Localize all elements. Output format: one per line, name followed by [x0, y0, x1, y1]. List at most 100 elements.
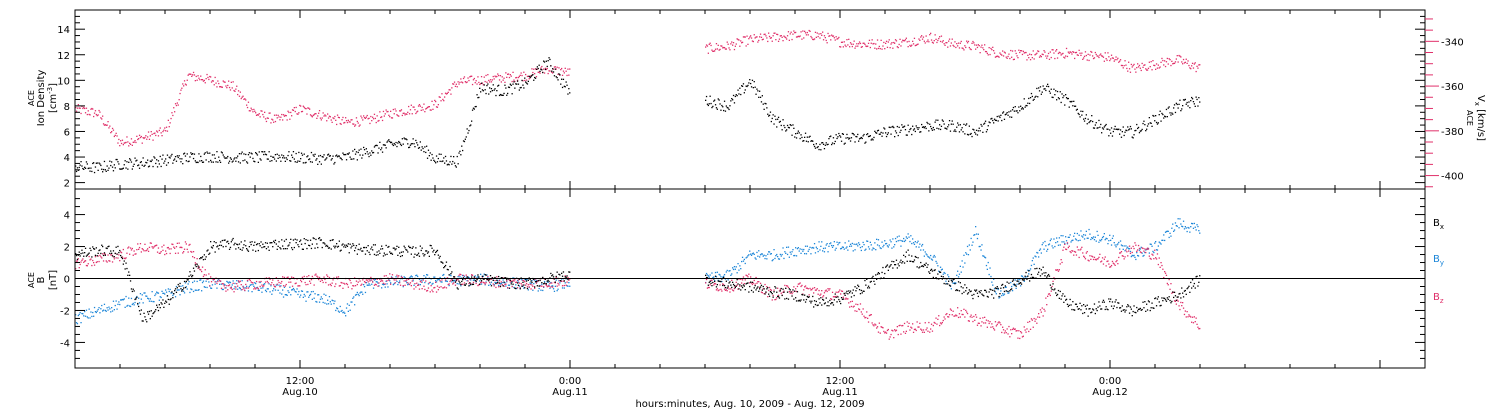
series-bx-point [299, 240, 301, 243]
series-vx-point [517, 76, 520, 79]
series-bz-point [371, 279, 373, 281]
series-bx-point [215, 242, 217, 244]
series-bz-point [447, 283, 449, 286]
series-density-point [963, 123, 965, 125]
series-bx-point [334, 247, 336, 249]
series-bx-point [381, 248, 384, 250]
series-vx-point [1042, 53, 1044, 56]
series-bz-point [204, 269, 206, 271]
series-bz-point [88, 255, 90, 258]
series-vx-point [192, 71, 195, 74]
series-density-point [416, 142, 418, 144]
series-by-point [283, 286, 286, 288]
series-density-point [198, 153, 200, 155]
series-by-point [954, 282, 956, 284]
series-vx-point [1029, 59, 1032, 61]
series-bz-point [520, 282, 522, 285]
series-density-point [906, 134, 908, 136]
series-bx-point [332, 239, 334, 241]
series-bz-point [915, 329, 917, 332]
series-bz-point [1038, 316, 1041, 318]
series-bx-point [281, 239, 283, 241]
series-vx-point [156, 130, 158, 132]
series-density-point [977, 130, 979, 132]
series-density-point [993, 122, 995, 124]
series-bz-point [81, 259, 83, 261]
series-by-point [517, 281, 520, 283]
series-bx-point [537, 279, 539, 282]
series-vx-point [942, 40, 944, 42]
series-bx-point [233, 244, 235, 246]
series-by-point [84, 310, 86, 313]
series-bz-point [714, 283, 717, 285]
series-vx-point [875, 43, 877, 45]
series-bz-point [989, 321, 991, 323]
series-bx-point [381, 245, 383, 247]
series-vx-point [358, 125, 360, 127]
series-by-point [100, 308, 102, 310]
series-density-point [1002, 111, 1005, 113]
series-by-point [523, 287, 525, 289]
series-bx-point [197, 265, 199, 267]
series-vx-point [144, 136, 146, 139]
series-density-point [159, 155, 161, 158]
series-vx-point [939, 36, 941, 38]
series-bz-point [396, 274, 398, 276]
series-vx-point [905, 37, 907, 39]
series-by-point [554, 285, 556, 287]
series-by-point [721, 280, 723, 283]
series-bz-point [1162, 268, 1164, 270]
series-bz-point [994, 321, 997, 323]
series-bz-point [217, 280, 219, 283]
series-by-point [839, 241, 841, 244]
series-vx-point [1077, 54, 1079, 56]
series-bx-point [564, 276, 566, 278]
series-density-point [132, 165, 134, 167]
series-density-point [875, 132, 877, 134]
series-by-point [1133, 254, 1135, 257]
series-bx-point [417, 254, 419, 256]
series-density-point [763, 108, 765, 110]
series-bz-point [226, 285, 228, 287]
series-density-point [1119, 129, 1122, 131]
series-bz-point [926, 327, 928, 329]
series-bx-point [437, 254, 439, 256]
series-by-point [1008, 292, 1010, 294]
series-density-point [398, 140, 400, 143]
series-vx-point [335, 119, 337, 121]
series-bz-point [426, 290, 428, 292]
series-density-point [237, 161, 240, 163]
series-density-point [487, 83, 489, 85]
series-density-point [1020, 105, 1022, 107]
series-density-point [255, 153, 258, 155]
series-vx-point [813, 38, 815, 41]
series-vx-point [445, 93, 448, 95]
series-by-point [921, 245, 923, 247]
series-by-point [906, 237, 908, 239]
series-bz-point [1077, 249, 1079, 251]
series-bx-point [531, 281, 533, 284]
series-bx-point [444, 266, 446, 268]
series-vx-point [122, 144, 124, 146]
series-by-point [1074, 232, 1076, 234]
series-bx-point [726, 287, 728, 289]
series-density-point [883, 127, 885, 129]
series-bx-point [147, 313, 150, 315]
series-bz-point [354, 285, 357, 287]
series-by-point [1094, 236, 1096, 238]
series-vx-point [395, 110, 397, 112]
series-bz-point [202, 275, 205, 278]
series-density-point [1130, 128, 1132, 130]
series-vx-point [1055, 50, 1057, 52]
series-density-point [309, 161, 312, 163]
series-bz-point [441, 279, 443, 281]
series-vx-point [120, 140, 122, 142]
series-by-point [974, 234, 976, 236]
series-vx-point [159, 127, 161, 129]
series-bx-point [198, 267, 200, 269]
series-bz [75, 241, 1201, 340]
series-by-point [1166, 230, 1168, 232]
series-bz-point [440, 286, 442, 288]
series-density-point [231, 161, 233, 163]
series-density-point [100, 164, 102, 167]
